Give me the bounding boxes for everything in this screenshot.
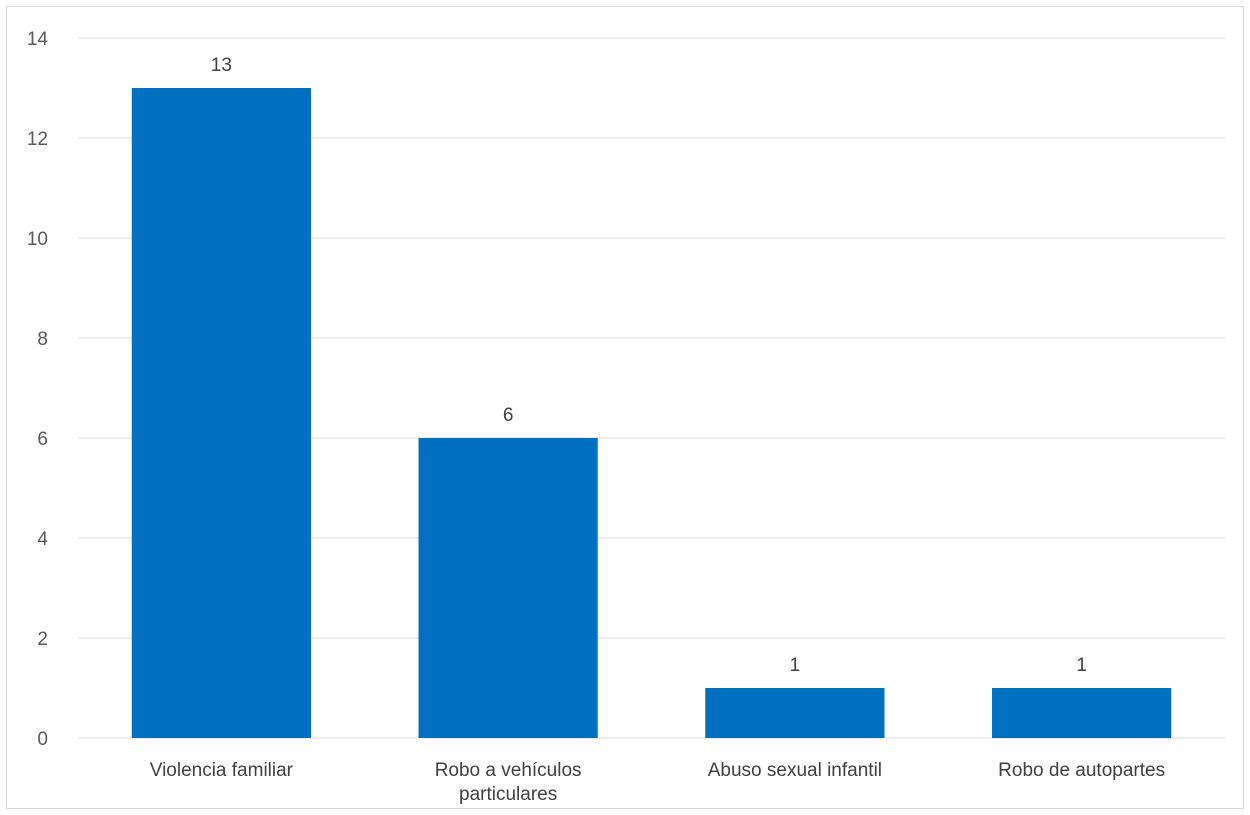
x-category-label-3: Robo de autopartes: [998, 760, 1165, 781]
x-category-label-1: Robo a vehículos particulares: [435, 760, 582, 805]
data-label-3: 1: [1076, 655, 1087, 676]
y-tick-label: 4: [37, 529, 48, 550]
bar-1: [418, 438, 598, 738]
y-tick-label: 12: [27, 129, 48, 150]
bars: [131, 88, 1172, 738]
bar-0: [131, 88, 311, 738]
y-tick-label: 14: [27, 29, 49, 50]
y-tick-label: 0: [37, 729, 48, 750]
y-tick-label: 6: [37, 429, 48, 450]
x-category-label-0: Violencia familiar: [150, 760, 294, 781]
y-axis-ticks: 0 2 4 6 8 10 12 14: [27, 29, 49, 750]
x-axis-categories: Violencia familiar Robo a vehículos partic…: [150, 760, 1165, 805]
x-category-label-2: Abuso sexual infantil: [708, 760, 882, 781]
y-tick-label: 2: [37, 629, 48, 650]
data-label-2: 1: [790, 655, 801, 676]
bar-2: [705, 688, 885, 738]
data-label-1: 6: [503, 405, 514, 426]
data-label-0: 13: [211, 55, 232, 76]
y-tick-label: 10: [27, 229, 48, 250]
data-labels: 13 6 1 1: [211, 55, 1087, 676]
y-tick-label: 8: [37, 329, 48, 350]
bar-3: [992, 688, 1172, 738]
